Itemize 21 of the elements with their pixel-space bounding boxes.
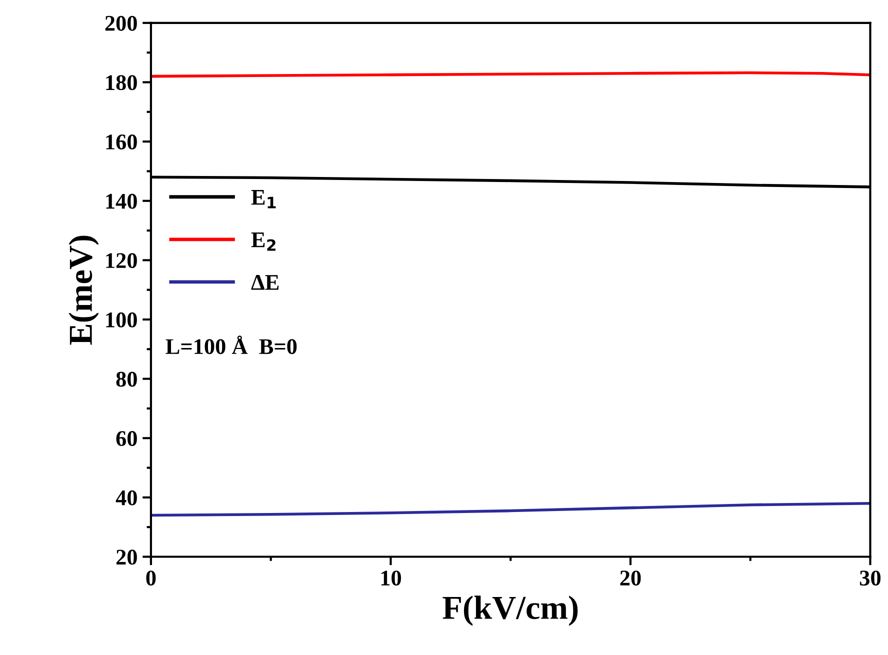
x-tick-label: 10 bbox=[381, 570, 401, 586]
y-tick-label: 120 bbox=[106, 253, 137, 268]
line-series bbox=[150, 502, 870, 517]
y-tick-label: 60 bbox=[116, 431, 137, 446]
annotation: L=100 Å B=0 bbox=[166, 336, 297, 354]
y-tick-label: 80 bbox=[116, 372, 137, 387]
x-tick-label: 30 bbox=[860, 570, 881, 586]
legend-label: E$_{1}$ bbox=[251, 190, 276, 208]
y-tick-label: 140 bbox=[106, 194, 137, 209]
x-tick-label: 20 bbox=[620, 570, 641, 586]
y-tick-label: 100 bbox=[106, 312, 137, 328]
y-tick-label: 40 bbox=[116, 490, 137, 506]
y-tick-label: 20 bbox=[116, 550, 137, 565]
legend-label: E$_{2}$ bbox=[251, 232, 276, 251]
y-tick-label: 180 bbox=[106, 75, 137, 90]
x-axis-title: F(kV/cm) bbox=[442, 596, 578, 626]
legend-label: ΔE bbox=[251, 275, 279, 290]
x-tick-label: 0 bbox=[146, 570, 156, 586]
y-tick-label: 160 bbox=[106, 134, 137, 150]
y-tick-label: 200 bbox=[105, 16, 137, 31]
y-axis-title: E(meV) bbox=[68, 236, 99, 345]
